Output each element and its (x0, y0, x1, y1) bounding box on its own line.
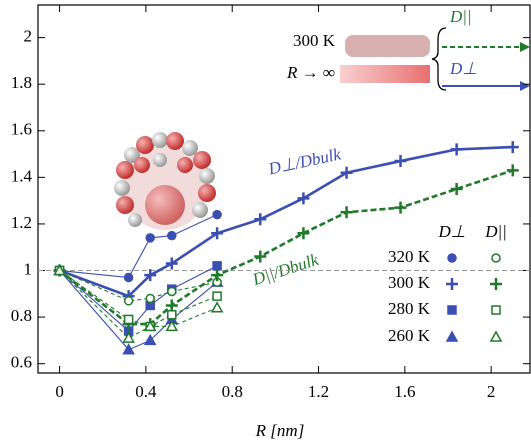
series-line (59, 265, 218, 332)
y-tick-label: 1.8 (11, 73, 32, 92)
x-tick-label: 2 (487, 382, 496, 401)
marker (447, 305, 457, 315)
marker (446, 278, 458, 290)
series-line (59, 270, 218, 302)
marker (212, 209, 222, 220)
marker (212, 291, 222, 301)
annotation: 300 K (293, 31, 336, 50)
marker (167, 310, 177, 320)
inset-illustration (340, 27, 447, 91)
marker (122, 343, 135, 355)
molecule-illustration (114, 132, 216, 230)
y-tick-label: 1.2 (11, 213, 32, 232)
legend-header: D|| (484, 222, 507, 241)
y-tick-label: 1.4 (11, 166, 33, 185)
marker (145, 293, 155, 304)
marker (123, 272, 134, 283)
marker (340, 206, 353, 219)
x-tick-label: 0 (55, 382, 64, 401)
x-tick-label: 0.4 (135, 382, 157, 401)
marker (212, 261, 222, 271)
marker (211, 269, 224, 282)
marker (144, 269, 157, 282)
marker (489, 330, 503, 342)
marker (297, 192, 310, 205)
legend-label: 260 K (388, 326, 431, 345)
marker (450, 143, 463, 156)
marker (53, 263, 66, 276)
marker (254, 213, 267, 226)
inset-arrows (442, 42, 530, 91)
marker (490, 278, 502, 290)
y-tick-label: 1 (24, 259, 33, 278)
marker (122, 331, 135, 343)
y-tick-label: 1.6 (11, 120, 32, 139)
marker (123, 314, 134, 325)
marker (491, 253, 501, 263)
marker (211, 227, 224, 240)
annotation: D⊥/Dbulk (266, 144, 343, 178)
marker (165, 257, 178, 270)
marker (506, 164, 519, 177)
marker (254, 250, 267, 263)
y-tick-label: 2 (24, 27, 33, 46)
y-tick-label: 0.6 (11, 353, 32, 372)
marker (143, 333, 157, 346)
marker (506, 141, 519, 154)
marker (165, 299, 178, 312)
plot-frame (37, 4, 531, 374)
legend-label: 320 K (388, 247, 431, 266)
marker (445, 330, 459, 342)
annotation: D⊥ (449, 59, 477, 78)
x-tick-label: 0.8 (222, 382, 243, 401)
marker (167, 286, 177, 297)
marker (167, 230, 177, 241)
marker (394, 155, 407, 168)
marker (450, 183, 463, 195)
marker (123, 296, 134, 306)
marker (145, 233, 155, 243)
legend-header: D⊥ (437, 222, 465, 241)
legend-label: 280 K (388, 299, 431, 318)
marker (165, 319, 179, 332)
marker (297, 227, 310, 240)
x-axis-label: R [nm] (255, 421, 305, 440)
annotation: D|| (449, 7, 472, 26)
marker (394, 201, 407, 214)
marker (447, 253, 457, 263)
series-line (59, 270, 218, 351)
marker (143, 319, 157, 332)
x-tick-label: 1.6 (394, 382, 415, 401)
annotation: R → ∞ (286, 63, 335, 82)
y-tick-label: 0.8 (11, 306, 32, 325)
x-tick-label: 1.2 (308, 382, 329, 401)
marker (210, 301, 224, 313)
legend-label: 300 K (388, 273, 431, 292)
marker (491, 305, 501, 315)
marker (340, 166, 353, 179)
